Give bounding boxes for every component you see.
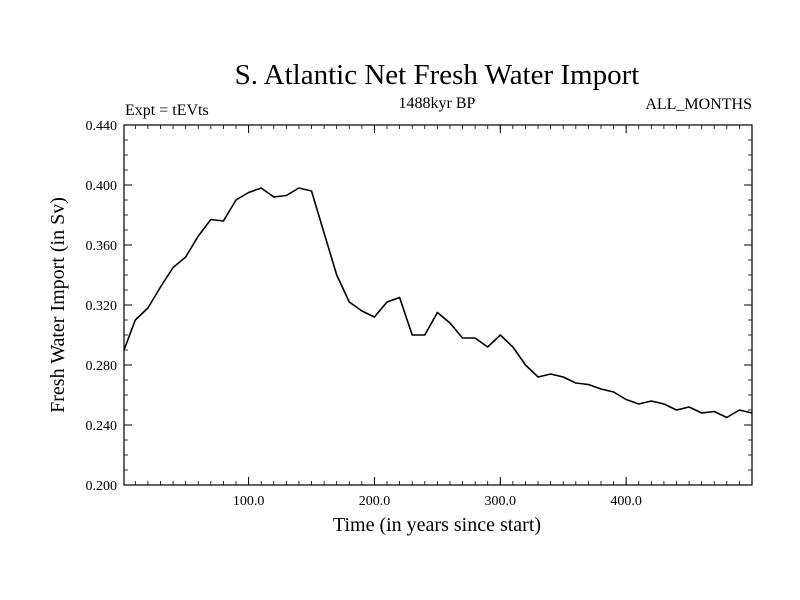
months-label: ALL_MONTHS (645, 96, 752, 113)
y-tick-label: 0.280 (86, 359, 118, 374)
x-tick-label: 300.0 (485, 494, 517, 509)
y-tick-label: 0.440 (86, 119, 118, 134)
series-layer (123, 187, 753, 419)
y-tick-label: 0.400 (86, 179, 118, 194)
y-tick-label: 0.200 (86, 479, 118, 494)
y-tick-label: 0.360 (86, 239, 118, 254)
x-axis-label: Time (in years since start) (333, 514, 541, 536)
period-label: 1488kyr BP (399, 95, 476, 112)
x-tick-label: 100.0 (233, 494, 265, 509)
axes: 0.200 0.240 0.280 0.320 0.360 0.400 0.440 100.0… (86, 119, 753, 509)
y-axis-label: Fresh Water Import (in Sv) (47, 197, 69, 413)
series-line (123, 187, 753, 419)
y-tick-label: 0.240 (86, 419, 118, 434)
plot-frame (123, 124, 753, 486)
y-tick-label: 0.320 (86, 299, 118, 314)
x-tick-label: 200.0 (359, 494, 391, 509)
chart-title: S. Atlantic Net Fresh Water Import (235, 59, 640, 91)
x-tick-label: 400.0 (610, 494, 642, 509)
experiment-label: Expt = tEVts (125, 102, 209, 119)
